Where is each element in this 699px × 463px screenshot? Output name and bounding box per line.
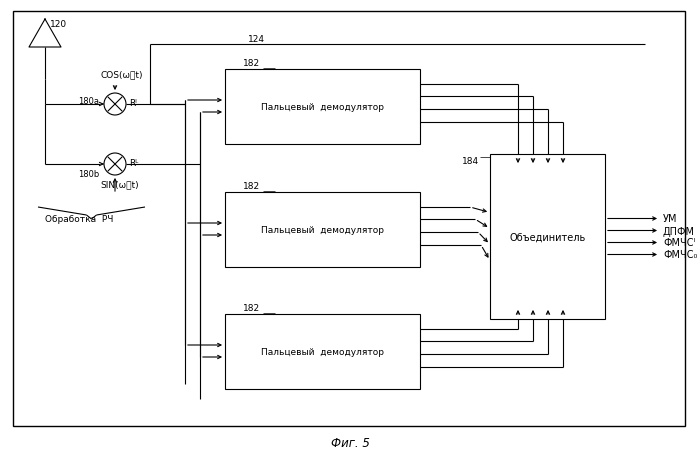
Text: 184: 184 [462,156,479,166]
Text: Обработка  РЧ: Обработка РЧ [45,214,113,224]
Bar [225,70,420,144]
Text: ФМЧС₀: ФМЧС₀ [663,250,698,260]
Text: 120: 120 [50,20,67,29]
Text: 182: 182 [243,59,260,68]
Text: Rᴵ: Rᴵ [129,99,137,108]
Text: 182: 182 [243,181,260,191]
Text: 182: 182 [243,303,260,313]
Bar [225,314,420,389]
Text: УМ: УМ [663,214,677,224]
Text: Объединитель: Объединитель [510,232,586,242]
Text: ДПФМ: ДПФМ [663,226,695,236]
Bar [225,193,420,268]
Text: SIN(ωⲝt): SIN(ωⲝt) [100,180,138,188]
Text: Пальцевый  демодулятор: Пальцевый демодулятор [261,225,384,234]
Text: ФМЧСᴵ: ФМЧСᴵ [663,238,696,248]
Text: Фиг. 5: Фиг. 5 [331,436,370,449]
Text: Rᴸ: Rᴸ [129,159,138,168]
Text: Пальцевый  демодулятор: Пальцевый демодулятор [261,103,384,112]
Text: COS(ωⲝt): COS(ωⲝt) [100,70,143,79]
Bar [13,12,685,426]
Text: 180b: 180b [78,169,99,179]
Text: 124: 124 [248,35,265,44]
Text: Пальцевый  демодулятор: Пальцевый демодулятор [261,347,384,356]
Text: 180a: 180a [78,97,99,106]
Bar [490,155,605,319]
